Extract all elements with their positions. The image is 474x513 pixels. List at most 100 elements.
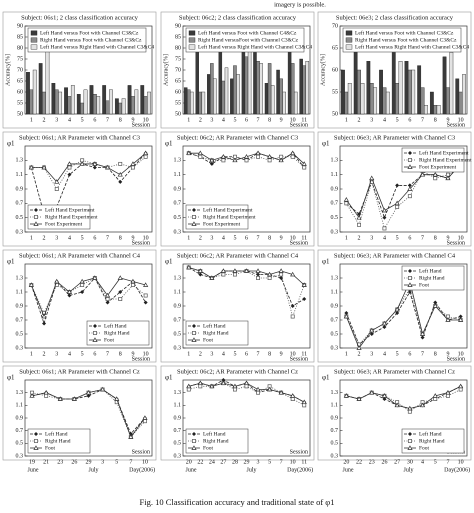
annotation: June [343, 467, 354, 473]
y-tick-label: 0.7 [16, 317, 24, 323]
panel-frame [160, 365, 315, 461]
legend-label: Left Hand [203, 322, 226, 329]
panel-frame [317, 365, 472, 461]
bar [294, 91, 298, 115]
y-axis-label: φ1 [322, 374, 330, 382]
marker [67, 165, 72, 170]
marker [255, 150, 261, 156]
marker [381, 207, 388, 213]
line [345, 287, 461, 346]
annotation: Day(2006) [129, 466, 155, 473]
annotation: Day(2006) [287, 466, 313, 473]
marker [209, 383, 215, 389]
x-tick-label: 4 [68, 117, 71, 123]
marker [130, 278, 136, 284]
marker [232, 268, 238, 273]
x-tick-label: 9 [280, 235, 283, 241]
y-axis-label: φ1 [7, 374, 15, 382]
marker [458, 387, 463, 392]
marker [220, 380, 227, 386]
legend-label: Foot Experiment [45, 221, 83, 227]
x-tick-label: 5 [396, 351, 399, 357]
marker [143, 282, 149, 287]
x-tick-label: 1 [30, 117, 33, 123]
marker [343, 197, 349, 202]
y-tick-label: 0.9 [174, 303, 182, 309]
x-tick-label: 7 [446, 459, 449, 465]
x-axis-label: Session [290, 356, 308, 362]
panel-title: Subject: 06c2; 2 class classification ac… [179, 14, 297, 21]
marker [301, 282, 307, 287]
marker [130, 161, 136, 166]
x-axis-label: Session [447, 356, 465, 362]
x-tick-label: 1 [187, 117, 190, 123]
x-tick-label: 8 [119, 117, 122, 123]
marker [432, 303, 438, 308]
bar [118, 102, 123, 115]
panel: Subject: 06s1; AR Parameter with Channel… [2, 131, 157, 246]
y-tick-label: 0.9 [331, 186, 339, 192]
bar [241, 47, 246, 115]
panel: Subject: 06c2; 2 class classification ac… [160, 11, 315, 128]
bar [183, 87, 188, 115]
x-tick-label: 1 [30, 351, 33, 357]
legend-marker [407, 164, 413, 169]
marker [407, 186, 413, 191]
x-tick-label: 9 [131, 351, 134, 357]
marker [290, 271, 296, 277]
panel-title: Subject: 06s1; AR Parameter with Channel… [19, 368, 140, 375]
marker [197, 150, 203, 156]
bar [195, 47, 199, 115]
x-tick-label: 11 [301, 235, 307, 241]
bar [80, 102, 85, 115]
y-tick-label: 50 [17, 111, 23, 117]
bar [213, 78, 217, 115]
marker [105, 300, 110, 305]
bar [436, 104, 441, 115]
marker [186, 150, 192, 156]
marker [255, 268, 261, 273]
y-tick-label: 0.7 [174, 201, 182, 207]
marker [186, 383, 192, 389]
x-tick-label: 7 [421, 235, 424, 241]
legend-marker [407, 445, 413, 450]
bar [391, 52, 396, 115]
y-tick-label: 0.5 [174, 331, 182, 337]
marker [419, 331, 426, 336]
x-tick-label: 9 [131, 235, 134, 241]
legend-label: Right Hand Experiment [419, 157, 472, 163]
y-tick-label: 0.5 [174, 215, 182, 221]
marker [407, 409, 412, 414]
marker [302, 297, 307, 301]
y-tick-label: 0.9 [331, 415, 339, 421]
bar [201, 91, 206, 115]
marker [85, 389, 92, 395]
legend-swatch [345, 37, 353, 43]
x-tick-label: 3 [55, 235, 58, 241]
x-tick-label: 27 [220, 459, 226, 465]
marker [118, 290, 123, 294]
x-tick-label: 3 [101, 459, 104, 465]
marker [131, 165, 135, 170]
y-tick-label: 1.1 [331, 289, 339, 295]
legend-marker [191, 221, 197, 226]
legend-swatch [30, 37, 38, 43]
panel: Subject: 06c2; AR Parameter with Channel… [160, 131, 315, 246]
x-tick-label: 10 [290, 117, 296, 123]
bar [411, 69, 416, 115]
x-tick-label: 28 [232, 459, 238, 465]
legend-swatch [188, 44, 196, 50]
legend-marker [34, 432, 38, 436]
annotation: June [28, 467, 39, 473]
legend-label: Left Hand versus Foot with Channel C3&Cz [40, 29, 139, 36]
x-tick-label: 3 [210, 351, 213, 357]
marker [445, 175, 451, 181]
y-tick-label: 0.5 [16, 331, 24, 337]
y-tick-label: 0.7 [174, 317, 182, 323]
y-tick-label: 65 [17, 78, 23, 84]
x-axis-label: Session [447, 122, 465, 128]
legend: Left Hand versus Foot with Channel C4&Cz… [185, 27, 312, 53]
y-tick-label: 70 [332, 23, 338, 29]
bar [299, 58, 303, 115]
y-tick-label: 0.3 [16, 345, 24, 351]
